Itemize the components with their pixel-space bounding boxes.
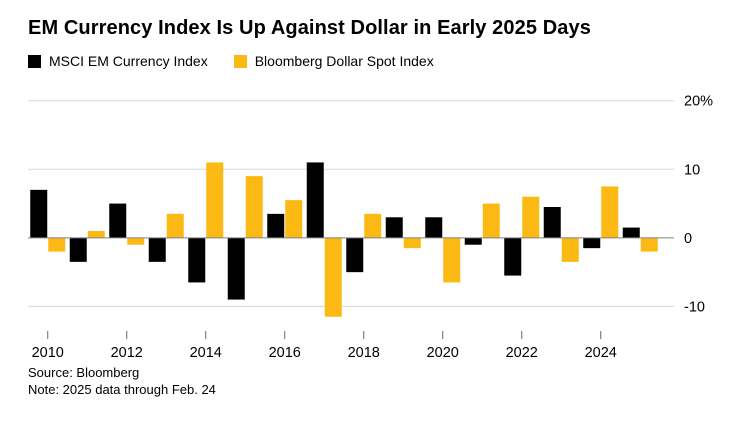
- bar-dollar-2016: [285, 200, 303, 238]
- bar-dollar-2017: [324, 237, 342, 317]
- x-axis-label-2012: 2012: [111, 345, 143, 361]
- bar-dollar-2024: [601, 186, 619, 238]
- bar-msci-2025: [622, 227, 640, 238]
- bar-dollar-2010: [48, 237, 66, 252]
- bar-dollar-2011: [87, 231, 105, 238]
- y-axis-label-0: 0: [684, 231, 692, 247]
- y-axis-label-10: 10: [684, 162, 700, 178]
- legend-item-dollar: Bloomberg Dollar Spot Index: [233, 53, 434, 69]
- bar-dollar-2015: [245, 176, 263, 238]
- x-axis-label-2010: 2010: [32, 345, 64, 361]
- bar-msci-2015: [227, 237, 245, 300]
- bar-msci-2019: [385, 217, 403, 238]
- bar-msci-2017: [306, 162, 324, 238]
- legend-label-dollar: Bloomberg Dollar Spot Index: [254, 53, 434, 69]
- legend-swatch-msci-icon: [28, 54, 41, 68]
- bar-dollar-2019: [403, 237, 421, 249]
- x-axis-label-2016: 2016: [269, 345, 301, 361]
- x-axis-label-2018: 2018: [348, 345, 380, 361]
- bar-msci-2023: [543, 207, 561, 238]
- chart-title: EM Currency Index Is Up Against Dollar i…: [28, 17, 591, 39]
- bar-chart-canvas: 20% 10 0 -10 2010 2012 2014 2016 2018 2020 2022 202…: [28, 94, 713, 361]
- bar-dollar-2023: [561, 237, 579, 262]
- x-axis-label-2024: 2024: [585, 345, 617, 361]
- bar-msci-2021: [464, 237, 482, 245]
- bar-dollar-2012: [127, 237, 145, 245]
- bar-dollar-2025: [640, 237, 658, 252]
- bar-msci-2020: [425, 217, 443, 238]
- chart-footer: Source: Bloomberg Note: 2025 data throug…: [28, 364, 716, 398]
- bar-dollar-2020: [443, 237, 461, 283]
- bar-msci-2011: [69, 237, 87, 262]
- legend-item-msci: MSCI EM Currency Index: [28, 53, 208, 69]
- bar-dollar-2013: [166, 213, 184, 238]
- bar-msci-2012: [109, 203, 127, 238]
- x-axis-label-2014: 2014: [190, 345, 222, 361]
- note-line: Note: 2025 data through Feb. 24: [28, 382, 216, 397]
- legend: MSCI EM Currency Index Bloomberg Dollar …: [28, 53, 716, 69]
- bar-dollar-2022: [522, 196, 540, 238]
- bar-dollar-2018: [364, 213, 382, 238]
- y-axis-label-20: 20%: [684, 94, 713, 110]
- bar-msci-2014: [188, 237, 206, 283]
- bar-msci-2022: [504, 237, 522, 276]
- bar-msci-2018: [346, 237, 364, 273]
- x-axis-label-2022: 2022: [506, 345, 538, 361]
- bar-msci-2016: [267, 213, 285, 238]
- x-axis-label-2020: 2020: [427, 345, 459, 361]
- bar-dollar-2021: [482, 203, 500, 238]
- legend-swatch-dollar-icon: [233, 54, 247, 68]
- bar-msci-2013: [148, 237, 166, 262]
- bar-dollar-2014: [206, 162, 224, 238]
- legend-label-msci: MSCI EM Currency Index: [49, 53, 208, 69]
- bar-msci-2024: [583, 237, 601, 249]
- y-axis-label--10: -10: [684, 299, 705, 315]
- bar-msci-2010: [30, 189, 48, 238]
- source-line: Source: Bloomberg: [28, 365, 140, 380]
